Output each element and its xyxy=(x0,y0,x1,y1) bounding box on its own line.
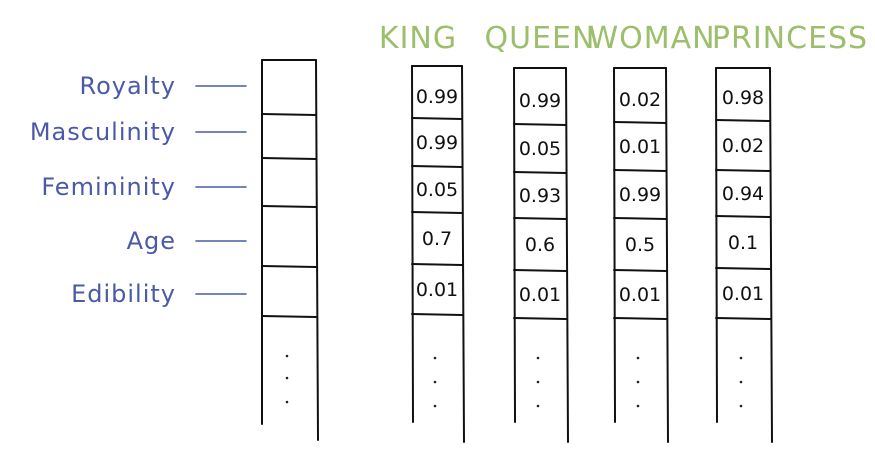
cell-value-femininity: 0.94 xyxy=(722,183,764,205)
column-divider xyxy=(715,317,771,320)
ellipsis-dot xyxy=(739,404,743,408)
word-label-queen: QUEEN xyxy=(485,21,596,56)
column-divider xyxy=(715,119,771,122)
column-divider xyxy=(613,217,667,220)
cell-value-femininity: 0.99 xyxy=(619,184,661,206)
column-divider xyxy=(411,165,463,168)
column-right-edge xyxy=(565,67,569,443)
cell-value-age: 0.6 xyxy=(525,234,555,256)
column-right-edge xyxy=(769,67,773,443)
feature-column-divider xyxy=(261,265,317,268)
cell-value-royalty: 0.99 xyxy=(519,90,561,112)
ellipsis-dot xyxy=(636,356,640,360)
column-divider xyxy=(411,313,463,316)
cell-value-masculinity: 0.99 xyxy=(416,132,458,154)
column-divider xyxy=(513,171,567,174)
column-divider xyxy=(613,121,667,124)
word-column-princess: PRINCESS 0.98 0.02 0.94 0.1 0.01 xyxy=(712,21,868,443)
column-left-edge xyxy=(715,67,718,423)
column-divider xyxy=(613,317,667,320)
ellipsis-dot xyxy=(739,380,743,384)
cell-value-masculinity: 0.02 xyxy=(722,135,764,157)
feature-column-divider xyxy=(261,205,317,208)
feature-column-right-edge xyxy=(315,59,319,441)
column-divider xyxy=(411,263,463,266)
column-divider xyxy=(513,317,567,320)
column-right-edge xyxy=(461,65,465,443)
feature-column-divider xyxy=(261,113,317,116)
column-divider xyxy=(613,169,667,172)
column-divider xyxy=(513,269,567,272)
feature-label-royalty: Royalty xyxy=(80,72,176,100)
word-column-queen: QUEEN 0.99 0.05 0.93 0.6 0.01 xyxy=(485,21,596,443)
word-columns: KING 0.99 0.99 0.05 0.7 0.01 QUEEN 0.99 0.05 0.93… xyxy=(379,21,868,443)
ellipsis-dot xyxy=(285,400,289,404)
column-left-edge xyxy=(613,67,616,423)
word-label-princess: PRINCESS xyxy=(712,21,868,56)
ellipsis-dot xyxy=(285,354,289,358)
ellipsis-dot xyxy=(536,356,540,360)
ellipsis-dot xyxy=(636,404,640,408)
word-label-woman: WOMAN xyxy=(588,21,715,56)
column-divider xyxy=(411,211,463,214)
cell-value-edibility: 0.01 xyxy=(416,279,458,301)
cell-value-femininity: 0.93 xyxy=(519,185,561,207)
cell-value-royalty: 0.02 xyxy=(619,89,661,111)
ellipsis-dot xyxy=(285,376,289,380)
column-divider xyxy=(715,169,771,172)
ellipsis-dot xyxy=(433,404,437,408)
feature-label-femininity: Femininity xyxy=(41,173,176,201)
ellipsis-dot xyxy=(433,356,437,360)
word-column-woman: WOMAN 0.02 0.01 0.99 0.5 0.01 xyxy=(588,21,715,443)
ellipsis-dot xyxy=(433,380,437,384)
ellipsis-dot xyxy=(536,380,540,384)
cell-value-royalty: 0.98 xyxy=(722,87,764,109)
ellipsis-dot xyxy=(536,404,540,408)
cell-value-edibility: 0.01 xyxy=(722,283,764,305)
cell-value-edibility: 0.01 xyxy=(519,284,561,306)
feature-column-divider xyxy=(261,315,317,318)
ellipsis-dot xyxy=(739,356,743,360)
column-left-edge xyxy=(411,65,414,423)
word-column-king: KING 0.99 0.99 0.05 0.7 0.01 xyxy=(379,21,465,443)
column-left-edge xyxy=(513,67,516,423)
cell-value-age: 0.5 xyxy=(625,234,655,256)
column-divider xyxy=(411,117,463,120)
ellipsis-dot xyxy=(636,380,640,384)
column-right-edge xyxy=(665,67,669,443)
word-label-king: KING xyxy=(379,21,457,56)
column-divider xyxy=(715,215,771,218)
feature-labels: Royalty Masculinity Femininity Age Edibility xyxy=(30,72,247,308)
feature-label-masculinity: Masculinity xyxy=(30,118,176,146)
column-divider xyxy=(715,267,771,270)
cell-value-royalty: 0.99 xyxy=(416,86,458,108)
cell-value-femininity: 0.05 xyxy=(416,179,458,201)
column-divider xyxy=(513,217,567,220)
column-divider xyxy=(613,269,667,272)
feature-column xyxy=(261,59,319,441)
cell-value-age: 0.1 xyxy=(728,232,758,254)
feature-column-divider xyxy=(261,157,317,160)
cell-value-masculinity: 0.05 xyxy=(519,138,561,160)
cell-value-masculinity: 0.01 xyxy=(619,136,661,158)
cell-value-age: 0.7 xyxy=(422,228,452,250)
column-divider xyxy=(513,123,567,126)
feature-label-age: Age xyxy=(127,227,176,255)
cell-value-edibility: 0.01 xyxy=(619,284,661,306)
feature-label-edibility: Edibility xyxy=(71,280,176,308)
